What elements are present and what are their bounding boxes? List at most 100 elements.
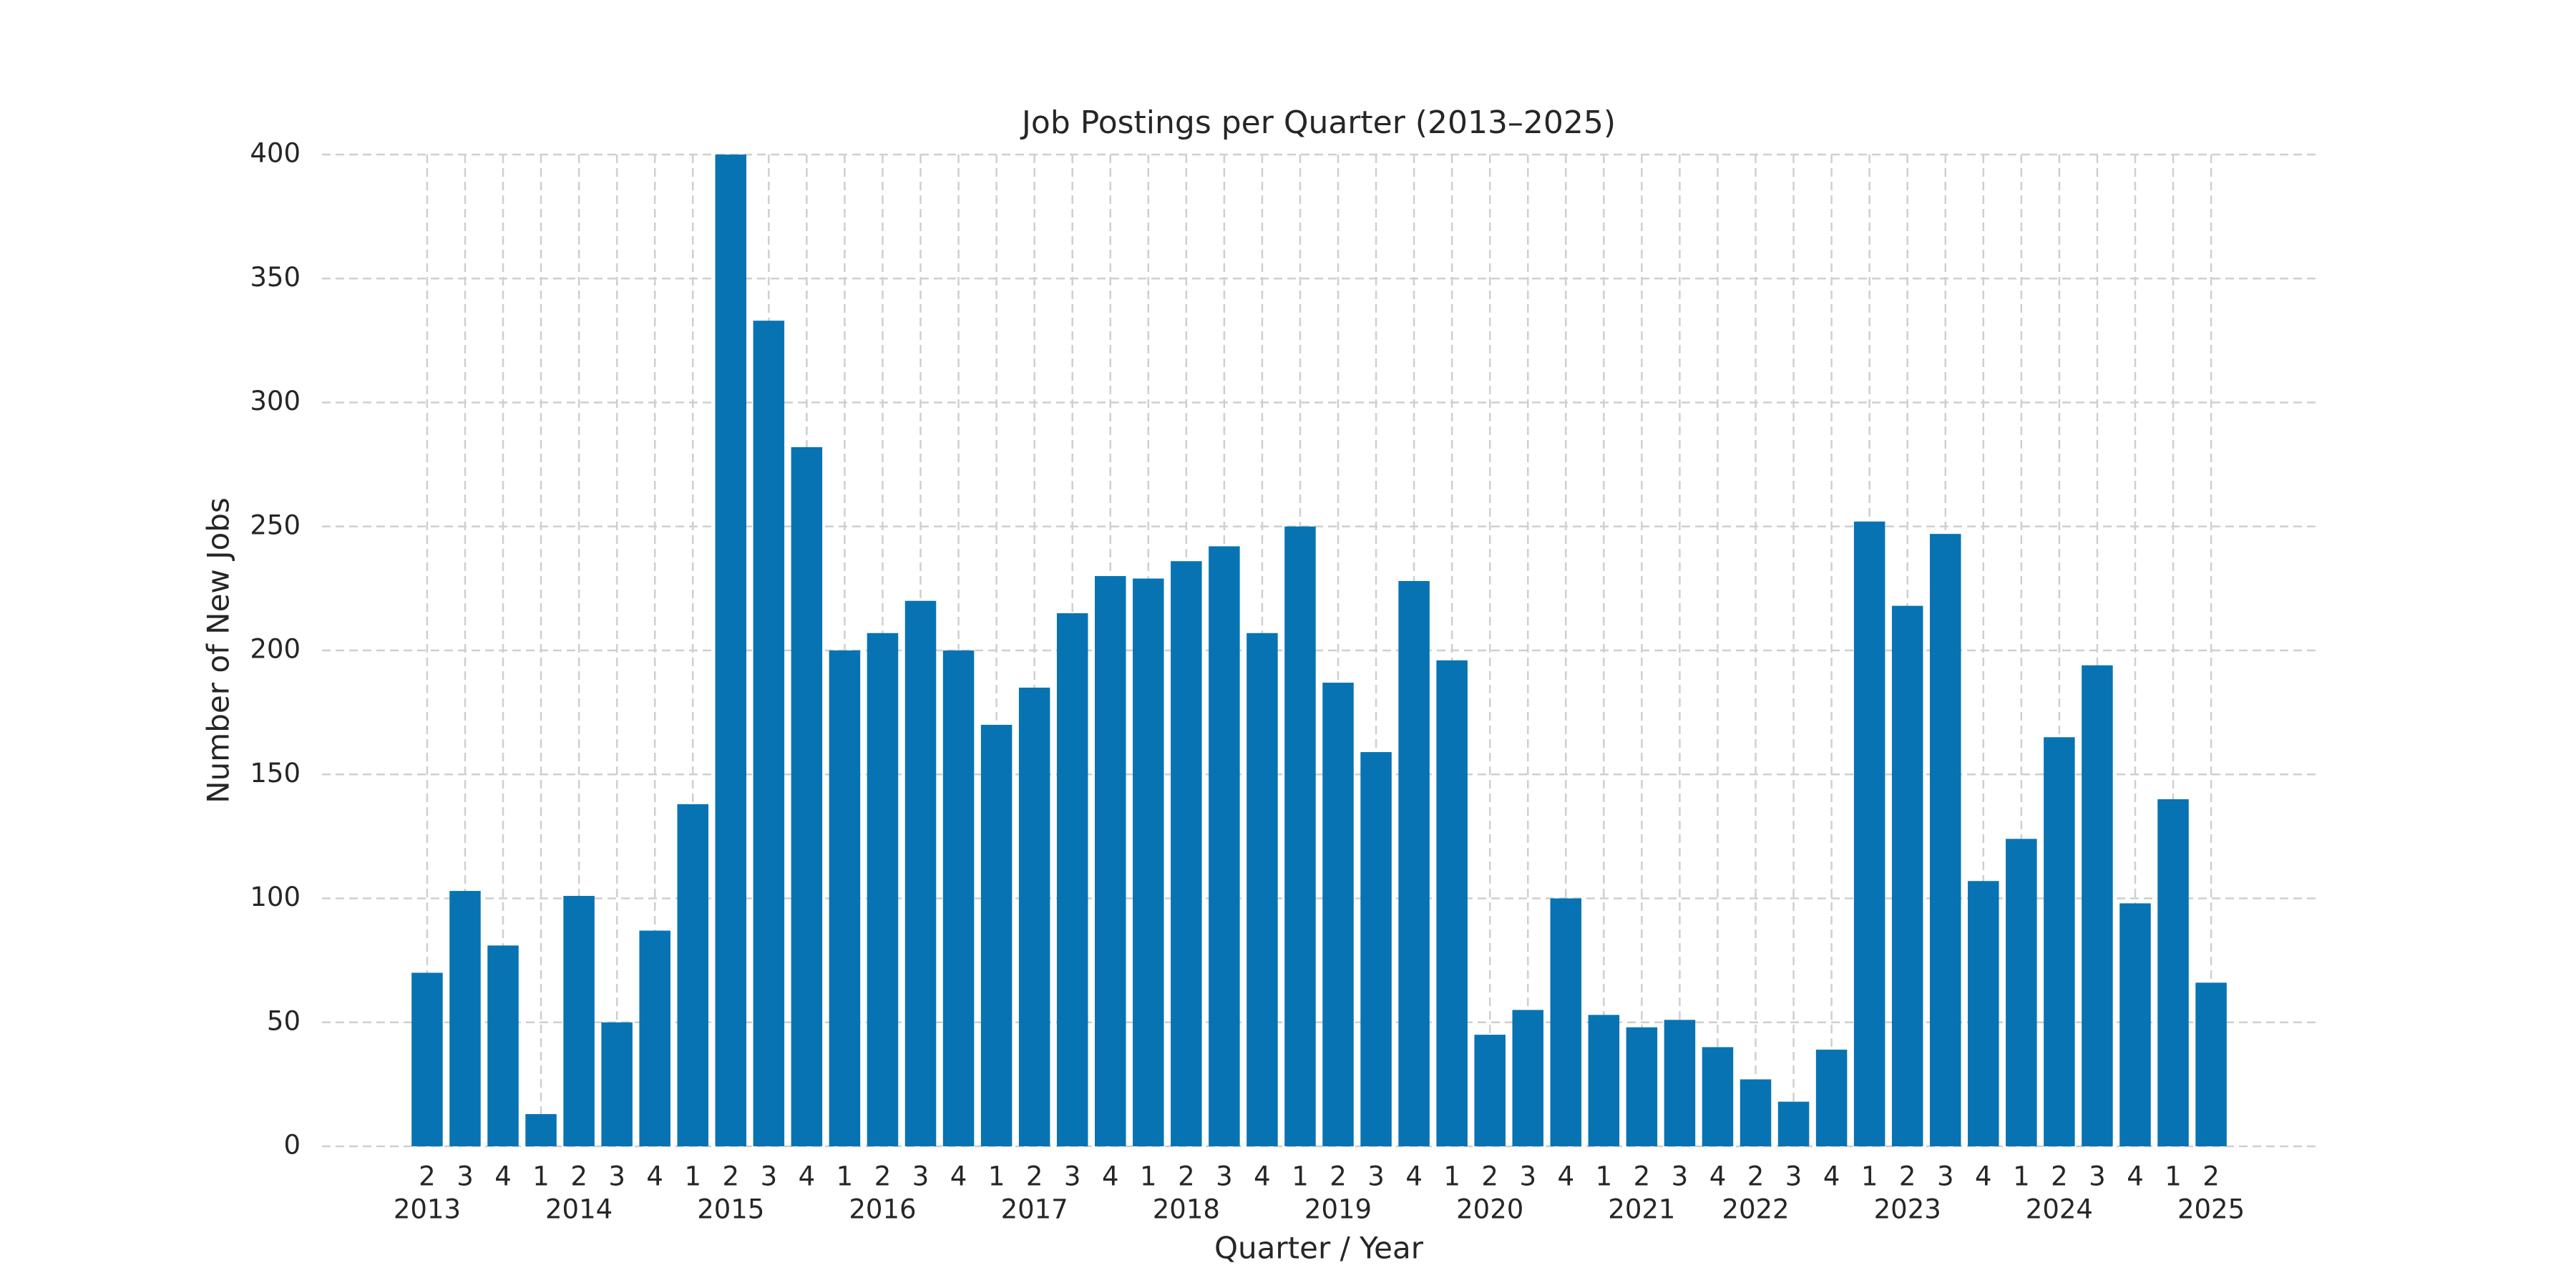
x-tick-label: 3 bbox=[608, 1161, 625, 1192]
x-tick-label: 3 bbox=[1367, 1161, 1385, 1192]
x-tick-label: 3 bbox=[912, 1161, 930, 1192]
bar bbox=[1512, 1010, 1543, 1146]
bar bbox=[2157, 799, 2189, 1146]
bar bbox=[2044, 737, 2075, 1146]
bar bbox=[1322, 683, 1354, 1146]
x-tick-label: 4 bbox=[2127, 1161, 2144, 1192]
bar bbox=[1246, 633, 1278, 1146]
y-tick-label: 250 bbox=[250, 509, 301, 540]
y-tick-label: 200 bbox=[250, 634, 301, 665]
x-tick-label: 1 bbox=[1292, 1161, 1309, 1192]
y-axis-label: Number of New Jobs bbox=[201, 497, 236, 804]
bar bbox=[1550, 898, 1582, 1146]
x-tick-label: 4 bbox=[950, 1161, 967, 1192]
x-tick-label: 1 bbox=[1596, 1161, 1613, 1192]
year-label: 2023 bbox=[1874, 1194, 1941, 1225]
year-label: 2016 bbox=[849, 1194, 916, 1225]
bar bbox=[1171, 561, 1202, 1146]
x-tick-label: 2 bbox=[723, 1161, 740, 1192]
bar bbox=[1968, 881, 1999, 1146]
bar bbox=[904, 600, 937, 1146]
bar bbox=[829, 650, 861, 1146]
y-tick-label: 150 bbox=[250, 758, 301, 789]
y-tick-label: 50 bbox=[267, 1005, 301, 1036]
chart-title: Job Postings per Quarter (2013–2025) bbox=[1020, 104, 1616, 141]
bar bbox=[2195, 982, 2227, 1146]
bar bbox=[677, 804, 709, 1146]
x-tick-label: 3 bbox=[1064, 1161, 1081, 1192]
x-tick-label: 1 bbox=[2013, 1161, 2030, 1192]
x-tick-label: 4 bbox=[1709, 1161, 1727, 1192]
x-tick-label: 2 bbox=[570, 1161, 587, 1192]
x-tick-label: 2 bbox=[2051, 1161, 2068, 1192]
y-tick-label: 100 bbox=[250, 882, 301, 912]
bar bbox=[2119, 903, 2151, 1146]
x-tick-label: 4 bbox=[494, 1161, 512, 1192]
year-label: 2014 bbox=[545, 1194, 613, 1225]
x-axis-label: Quarter / Year bbox=[1214, 1231, 1424, 1266]
y-tick-label: 400 bbox=[250, 138, 301, 169]
bar bbox=[1891, 605, 1923, 1146]
x-tick-label: 2 bbox=[2202, 1161, 2220, 1192]
x-tick-label: 2 bbox=[1899, 1161, 1916, 1192]
bar bbox=[2006, 839, 2037, 1146]
bar bbox=[1853, 521, 1885, 1146]
bar bbox=[715, 155, 747, 1146]
x-tick-label: 2 bbox=[419, 1161, 436, 1192]
x-tick-label: 1 bbox=[988, 1161, 1005, 1192]
y-tick-label: 350 bbox=[250, 262, 301, 293]
bar bbox=[1740, 1079, 1772, 1146]
bar bbox=[867, 633, 899, 1146]
bar bbox=[1929, 534, 1961, 1146]
x-tick-label: 2 bbox=[1481, 1161, 1498, 1192]
bar bbox=[411, 972, 443, 1146]
bar bbox=[639, 930, 670, 1146]
x-tick-label: 4 bbox=[1558, 1161, 1575, 1192]
bar bbox=[1018, 687, 1050, 1146]
year-label: 2024 bbox=[2026, 1194, 2093, 1225]
bar bbox=[1702, 1047, 1734, 1146]
x-tick-label: 4 bbox=[1102, 1161, 1119, 1192]
year-label: 2021 bbox=[1608, 1194, 1675, 1225]
bar bbox=[1777, 1101, 1810, 1146]
x-tick-label: 3 bbox=[2089, 1161, 2106, 1192]
x-tick-label: 4 bbox=[799, 1161, 816, 1192]
x-tick-label: 3 bbox=[1216, 1161, 1233, 1192]
bar bbox=[1474, 1035, 1506, 1146]
year-label: 2019 bbox=[1304, 1194, 1372, 1225]
year-label: 2020 bbox=[1456, 1194, 1523, 1225]
x-tick-label: 3 bbox=[457, 1161, 474, 1192]
year-label: 2018 bbox=[1153, 1194, 1220, 1225]
bar bbox=[1436, 660, 1468, 1146]
x-tick-label: 1 bbox=[836, 1161, 854, 1192]
x-tick-label: 1 bbox=[1443, 1161, 1460, 1192]
x-tick-label: 4 bbox=[1254, 1161, 1271, 1192]
bar bbox=[753, 321, 785, 1146]
bar bbox=[1209, 546, 1240, 1146]
bar bbox=[563, 896, 595, 1146]
bar bbox=[791, 447, 823, 1146]
bar bbox=[1056, 613, 1088, 1146]
bar bbox=[1664, 1020, 1696, 1146]
year-label: 2017 bbox=[1001, 1194, 1068, 1225]
x-tick-label: 4 bbox=[646, 1161, 663, 1192]
bar bbox=[2082, 665, 2113, 1146]
bar bbox=[1284, 526, 1316, 1146]
year-label: 2025 bbox=[2177, 1194, 2245, 1225]
bar bbox=[1588, 1015, 1620, 1146]
bar bbox=[601, 1022, 633, 1146]
x-tick-label: 3 bbox=[1672, 1161, 1689, 1192]
y-tick-label: 0 bbox=[283, 1130, 301, 1161]
x-tick-label: 2 bbox=[1330, 1161, 1347, 1192]
bar bbox=[1095, 576, 1126, 1146]
bar bbox=[487, 945, 519, 1146]
x-tick-label: 4 bbox=[1823, 1161, 1840, 1192]
x-tick-label: 2 bbox=[1026, 1161, 1043, 1192]
year-label: 2022 bbox=[1722, 1194, 1789, 1225]
x-tick-label: 2 bbox=[874, 1161, 892, 1192]
x-tick-label: 1 bbox=[1861, 1161, 1878, 1192]
bar bbox=[980, 724, 1013, 1146]
bar bbox=[1133, 578, 1164, 1146]
y-tick-label: 300 bbox=[250, 386, 301, 416]
